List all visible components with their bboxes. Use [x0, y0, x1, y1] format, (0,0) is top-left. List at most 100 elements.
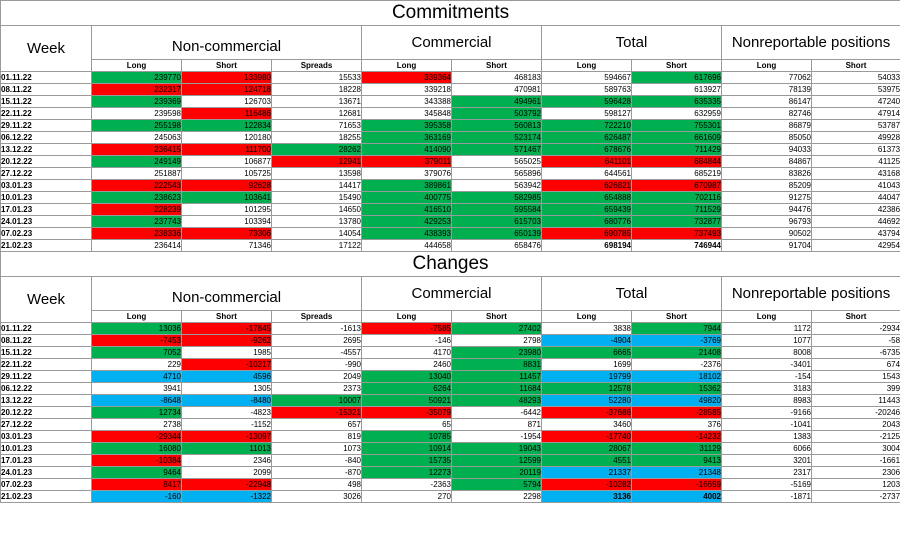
- changes-value-cell: 6665: [541, 346, 632, 359]
- changes-value-cell: 48293: [451, 394, 542, 407]
- changes-value-cell: -4557: [271, 346, 362, 359]
- changes-value-cell: -154: [721, 370, 812, 383]
- changes-group-header: Nonreportable positions: [720, 276, 900, 311]
- commitments-value-cell: 429253: [361, 215, 452, 228]
- changes-table-row: 03.01.23 -29344 -13097 819 10785 -1954 -17740-…: [0, 430, 900, 443]
- changes-table-row: 08.11.22 -7453 -9262 2695 -146 2798 -4904 -3769…: [0, 334, 900, 347]
- changes-value-cell: 1203: [810, 478, 900, 491]
- commitments-group-header: Total: [541, 25, 722, 60]
- changes-value-cell: 23980: [451, 346, 542, 359]
- changes-value-cell: 2049: [271, 370, 362, 383]
- commitments-table-row: 29.11.22 255198 122834 71653 395358 560813 722…: [0, 119, 900, 132]
- changes-week-cell: 01.11.22: [0, 322, 92, 335]
- commitments-value-cell: 238336: [91, 227, 182, 240]
- changes-value-cell: 3183: [721, 382, 812, 395]
- commitments-value-cell: 53975: [810, 83, 900, 96]
- changes-value-cell: 19799: [541, 370, 632, 383]
- commitments-week-cell: 20.12.22: [0, 155, 92, 168]
- commitments-value-cell: 670987: [631, 179, 722, 192]
- changes-value-cell: -1322: [181, 490, 272, 503]
- changes-value-cell: 11443: [810, 394, 900, 407]
- changes-week-cell: 15.11.22: [0, 346, 92, 359]
- changes-value-cell: 15362: [631, 382, 722, 395]
- changes-title: Changes: [0, 251, 900, 277]
- commitments-value-cell: 245063: [91, 131, 182, 144]
- commitments-value-cell: 18255: [271, 131, 362, 144]
- commitments-value-cell: 85209: [721, 179, 812, 192]
- changes-value-cell: 376: [631, 418, 722, 431]
- commitments-title-row: Commitments: [0, 0, 900, 26]
- changes-value-cell: 1077: [721, 334, 812, 347]
- changes-value-cell: 8831: [451, 358, 542, 371]
- commitments-value-cell: 632959: [631, 107, 722, 120]
- commitments-value-cell: 91704: [721, 239, 812, 252]
- commitments-week-header: Week: [0, 25, 92, 72]
- commitments-value-cell: 565896: [451, 167, 542, 180]
- changes-value-cell: 12273: [361, 466, 452, 479]
- cot-report-table: Commitments Week Non-commercial Commercial T…: [0, 0, 900, 503]
- changes-value-cell: 10785: [361, 430, 452, 443]
- commitments-value-cell: 14054: [271, 227, 362, 240]
- changes-value-cell: 2043: [810, 418, 900, 431]
- changes-value-cell: 6066: [721, 442, 812, 455]
- commitments-value-cell: 345848: [361, 107, 452, 120]
- changes-week-cell: 10.01.23: [0, 442, 92, 455]
- changes-value-cell: -35079: [361, 406, 452, 419]
- commitments-value-cell: 468183: [451, 71, 542, 84]
- commitments-value-cell: 96793: [721, 215, 812, 228]
- changes-value-cell: 819: [271, 430, 362, 443]
- commitments-week-cell: 15.11.22: [0, 95, 92, 108]
- changes-week-cell: 17.01.23: [0, 454, 92, 467]
- changes-value-cell: 8983: [721, 394, 812, 407]
- commitments-value-cell: 237743: [91, 215, 182, 228]
- commitments-value-cell: 379076: [361, 167, 452, 180]
- commitments-column-header: Short: [810, 59, 900, 72]
- changes-column-header: Long: [721, 310, 812, 323]
- changes-value-cell: -10282: [541, 478, 632, 491]
- changes-week-header: Week: [0, 276, 92, 323]
- commitments-value-cell: 379011: [361, 155, 452, 168]
- commitments-value-cell: 339364: [361, 71, 452, 84]
- commitments-value-cell: 15490: [271, 191, 362, 204]
- changes-group-header: Non-commercial: [91, 276, 362, 311]
- changes-value-cell: 21408: [631, 346, 722, 359]
- changes-value-cell: 8008: [721, 346, 812, 359]
- commitments-value-cell: 44692: [810, 215, 900, 228]
- commitments-value-cell: 232317: [91, 83, 182, 96]
- commitments-value-cell: 698194: [541, 239, 632, 252]
- commitments-week-cell: 29.11.22: [0, 119, 92, 132]
- changes-column-header: Long: [91, 310, 182, 323]
- changes-week-cell: 20.12.22: [0, 406, 92, 419]
- changes-value-cell: 2306: [810, 466, 900, 479]
- commitments-value-cell: 101295: [181, 203, 272, 216]
- commitments-table-row: 01.11.22 239770 133980 15533 339364 468183 594…: [0, 71, 900, 84]
- commitments-value-cell: 251887: [91, 167, 182, 180]
- commitments-value-cell: 494961: [451, 95, 542, 108]
- changes-group-header: Commercial: [361, 276, 542, 311]
- changes-value-cell: 2317: [721, 466, 812, 479]
- commitments-value-cell: 239770: [91, 71, 182, 84]
- commitments-value-cell: 615703: [451, 215, 542, 228]
- changes-value-cell: -28585: [631, 406, 722, 419]
- changes-value-cell: 13040: [361, 370, 452, 383]
- commitments-value-cell: 644561: [541, 167, 632, 180]
- changes-column-header: Short: [810, 310, 900, 323]
- commitments-title: Commitments: [0, 0, 900, 26]
- changes-value-cell: 52280: [541, 394, 632, 407]
- changes-week-cell: 13.12.22: [0, 394, 92, 407]
- commitments-value-cell: 71346: [181, 239, 272, 252]
- commitments-week-cell: 10.01.23: [0, 191, 92, 204]
- changes-value-cell: 3201: [721, 454, 812, 467]
- changes-value-cell: -6735: [810, 346, 900, 359]
- commitments-value-cell: 416510: [361, 203, 452, 216]
- commitments-value-cell: 363169: [361, 131, 452, 144]
- commitments-table-row: 21.02.23 236414 71346 17122 444658 658476 6981…: [0, 239, 900, 252]
- commitments-value-cell: 12941: [271, 155, 362, 168]
- changes-table-row: 01.11.22 13036 -17845 -1613 -7585 27402 3838 79…: [0, 322, 900, 335]
- commitments-value-cell: 236415: [91, 143, 182, 156]
- changes-value-cell: 1172: [721, 322, 812, 335]
- changes-column-header: Spreads: [271, 310, 362, 323]
- commitments-value-cell: 47914: [810, 107, 900, 120]
- commitments-value-cell: 44047: [810, 191, 900, 204]
- changes-value-cell: 4170: [361, 346, 452, 359]
